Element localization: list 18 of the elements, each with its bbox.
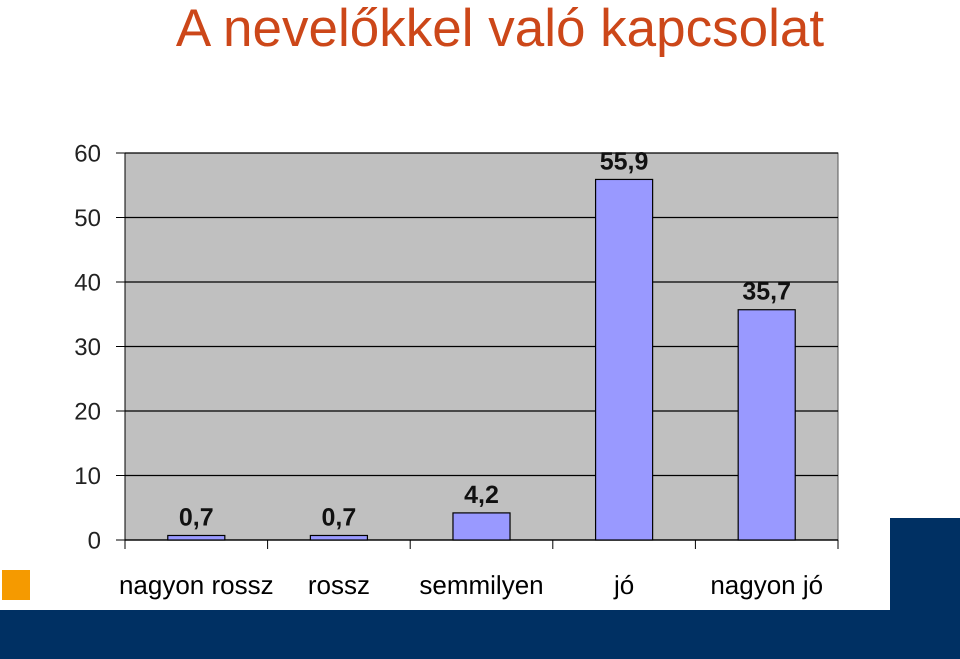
data-label: 0,7 xyxy=(322,503,356,532)
data-label: 0,7 xyxy=(178,503,214,532)
y-tick-label: 50 xyxy=(74,204,101,232)
x-tick-label: nagyon rossz xyxy=(118,570,274,600)
chart-title: A nevelőkkel való kapcsolat xyxy=(176,0,824,58)
data-label: 35,7 xyxy=(742,278,792,306)
y-tick-label: 40 xyxy=(74,269,101,296)
data-label: 55,9 xyxy=(600,147,648,176)
y-tick-label: 0 xyxy=(88,527,101,554)
data-label: 4,2 xyxy=(464,480,499,509)
x-tick-label: semmilyen xyxy=(419,570,544,600)
y-tick-label: 10 xyxy=(74,462,101,490)
x-tick-label: nagyon jó xyxy=(710,570,824,600)
y-tick-label: 30 xyxy=(74,334,101,361)
y-tick-label: 20 xyxy=(74,398,101,426)
y-tick-label: 60 xyxy=(74,140,101,168)
x-tick-label: jó xyxy=(612,570,634,600)
x-tick-label: rossz xyxy=(308,570,370,600)
